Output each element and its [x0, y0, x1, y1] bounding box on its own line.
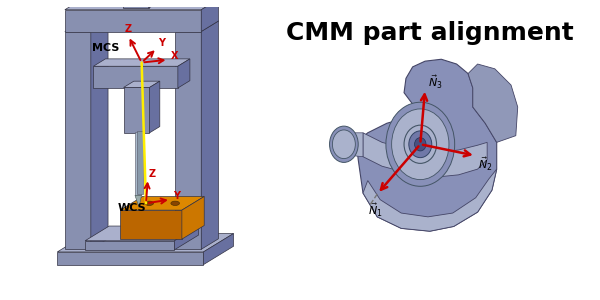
- Polygon shape: [468, 64, 518, 142]
- Polygon shape: [149, 81, 160, 133]
- Polygon shape: [137, 131, 143, 194]
- Text: Z: Z: [149, 169, 156, 178]
- Polygon shape: [85, 241, 175, 250]
- Polygon shape: [65, 32, 91, 249]
- Text: $\vec{N}_3$: $\vec{N}_3$: [428, 73, 443, 91]
- Polygon shape: [85, 226, 199, 241]
- Text: CMM part alignment: CMM part alignment: [286, 21, 574, 45]
- Ellipse shape: [409, 131, 432, 158]
- Ellipse shape: [392, 109, 449, 180]
- Polygon shape: [135, 195, 142, 208]
- Text: $\vec{N}_1$: $\vec{N}_1$: [368, 201, 382, 219]
- Polygon shape: [124, 81, 160, 88]
- Ellipse shape: [329, 126, 358, 162]
- Polygon shape: [94, 66, 178, 88]
- Polygon shape: [58, 252, 203, 265]
- Ellipse shape: [332, 130, 355, 159]
- Text: Y: Y: [158, 38, 165, 48]
- Ellipse shape: [415, 138, 426, 151]
- Polygon shape: [203, 233, 233, 265]
- Polygon shape: [122, 0, 149, 8]
- Polygon shape: [175, 32, 201, 249]
- Polygon shape: [175, 226, 199, 250]
- Polygon shape: [344, 133, 363, 157]
- Polygon shape: [58, 233, 233, 252]
- Polygon shape: [124, 88, 149, 133]
- Polygon shape: [94, 59, 190, 66]
- Polygon shape: [120, 196, 204, 210]
- Polygon shape: [91, 21, 108, 249]
- Text: $\vec{N}_2$: $\vec{N}_2$: [478, 155, 492, 173]
- Polygon shape: [135, 132, 142, 195]
- Polygon shape: [65, 0, 218, 10]
- Polygon shape: [175, 21, 218, 32]
- Polygon shape: [201, 0, 218, 32]
- Text: WCS: WCS: [117, 203, 146, 213]
- Polygon shape: [182, 196, 204, 239]
- Polygon shape: [356, 59, 497, 231]
- Polygon shape: [201, 21, 218, 249]
- Polygon shape: [363, 169, 497, 231]
- Polygon shape: [149, 0, 161, 8]
- Ellipse shape: [171, 201, 179, 206]
- Polygon shape: [178, 59, 190, 88]
- Text: X: X: [170, 51, 178, 61]
- Polygon shape: [65, 10, 201, 32]
- Polygon shape: [363, 133, 487, 177]
- Text: Z: Z: [124, 24, 131, 34]
- Text: Y: Y: [173, 190, 180, 200]
- Ellipse shape: [386, 102, 455, 186]
- Polygon shape: [120, 210, 182, 239]
- Text: MCS: MCS: [92, 43, 119, 53]
- Polygon shape: [65, 21, 108, 32]
- Ellipse shape: [145, 201, 154, 206]
